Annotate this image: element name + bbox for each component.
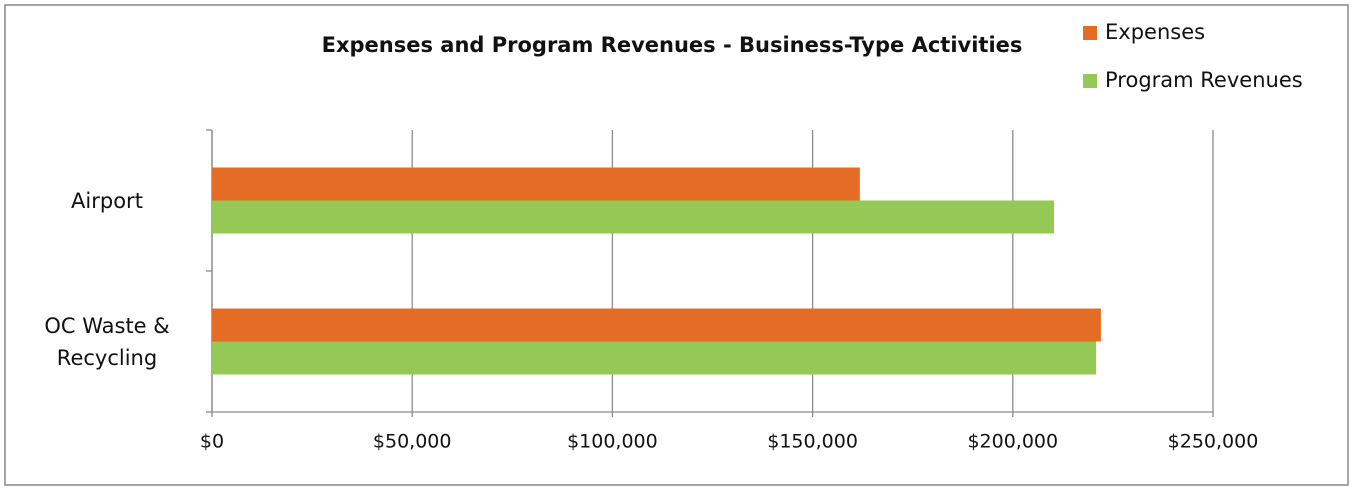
x-tick-label: $200,000 [967,431,1058,453]
x-tick-label: $0 [200,431,224,453]
legend-label: Program Revenues [1105,68,1303,92]
bar [212,341,1097,375]
legend-swatch [1083,74,1097,88]
chart-title: Expenses and Program Revenues - Business… [322,33,1023,57]
x-tick-label: $100,000 [567,431,658,453]
x-tick-label: $150,000 [767,431,858,453]
bar [212,308,1101,342]
y-tick-label: Airport [71,188,143,213]
bar [212,167,860,201]
legend-label: Expenses [1105,20,1205,44]
chart-border [4,4,1349,486]
x-tick-label: $250,000 [1168,431,1259,453]
x-tick-label: $50,000 [373,431,452,453]
legend-swatch [1083,26,1097,40]
bar [212,200,1055,234]
y-tick-label: OC Waste & Recycling [44,313,170,370]
